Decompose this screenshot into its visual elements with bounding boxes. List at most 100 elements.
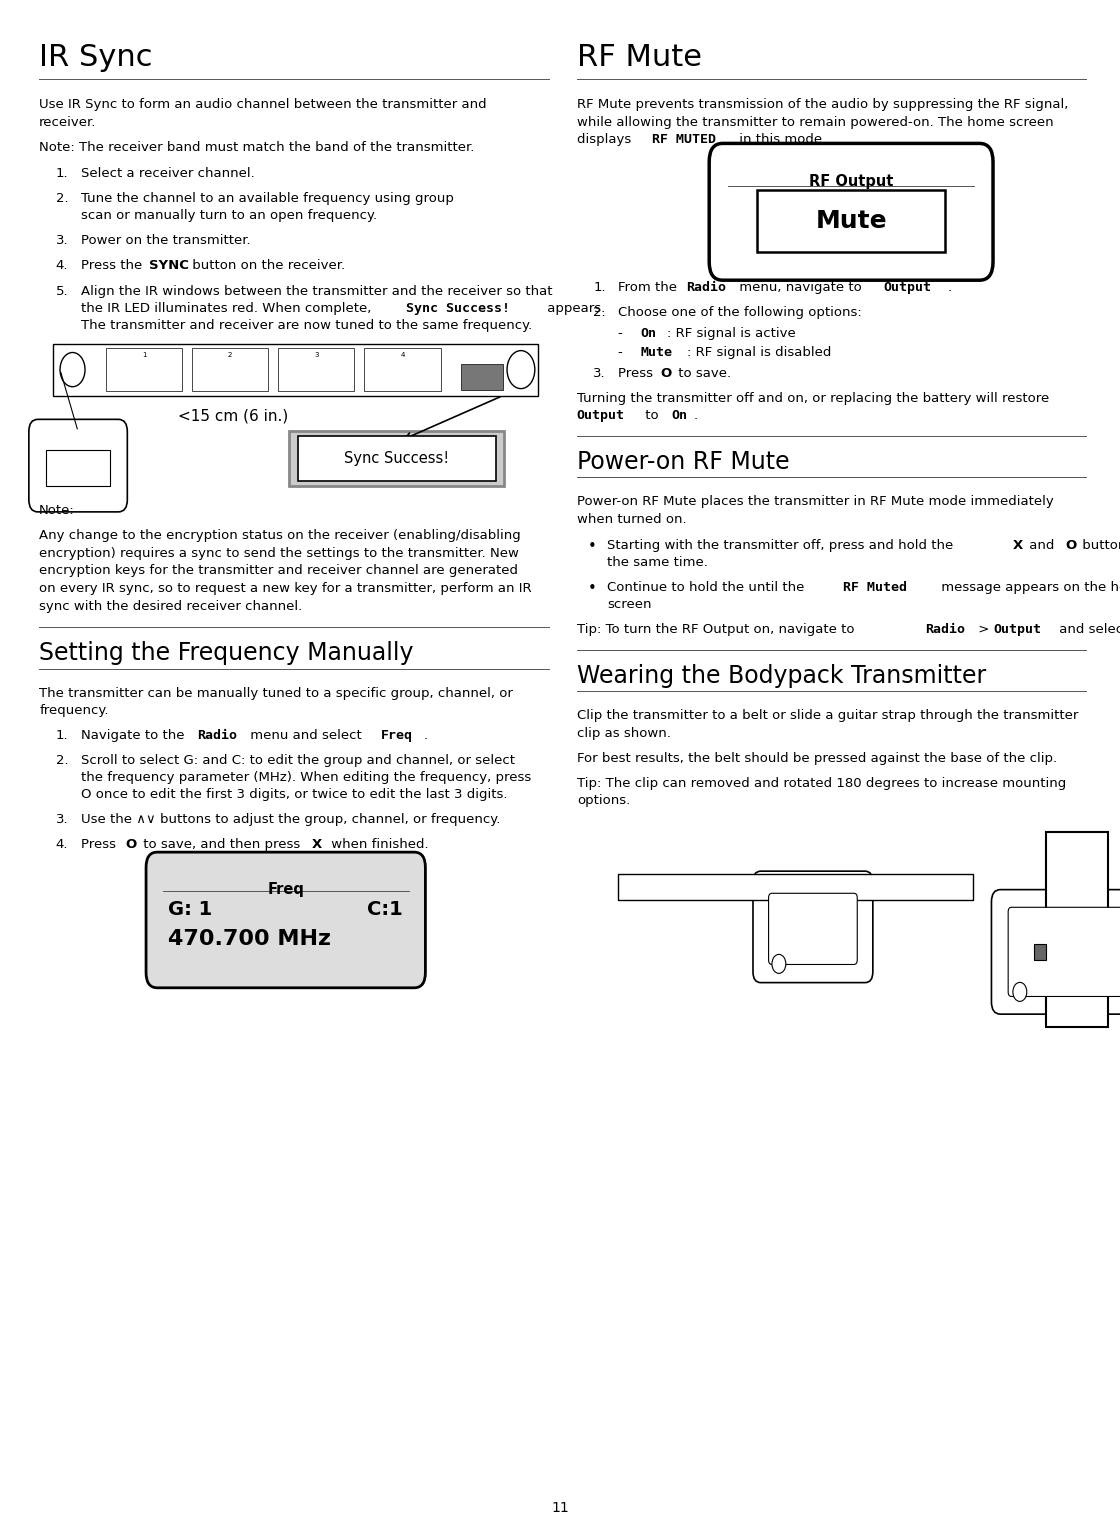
Text: options.: options. <box>577 794 631 806</box>
Bar <box>53 343 538 396</box>
Text: 3.: 3. <box>56 814 68 826</box>
Circle shape <box>60 353 85 386</box>
Text: Tip: The clip can removed and rotated 180 degrees to increase mounting: Tip: The clip can removed and rotated 18… <box>577 777 1066 789</box>
Text: scan or manually turn to an open frequency.: scan or manually turn to an open frequen… <box>81 210 377 222</box>
FancyBboxPatch shape <box>753 871 872 983</box>
Text: RF Mute prevents transmission of the audio by suppressing the RF signal,: RF Mute prevents transmission of the aud… <box>577 98 1068 112</box>
Text: Navigate to the: Navigate to the <box>81 728 188 742</box>
Text: 1.: 1. <box>594 281 606 294</box>
Text: to: to <box>641 409 663 422</box>
Text: : RF signal is disabled: : RF signal is disabled <box>687 346 831 359</box>
Text: the frequency parameter (MHz). When editing the frequency, press: the frequency parameter (MHz). When edit… <box>81 771 531 785</box>
Text: when turned on.: when turned on. <box>577 512 687 526</box>
Text: •: • <box>588 540 597 553</box>
Text: On: On <box>641 328 656 340</box>
Text: Tune the channel to an available frequency using group: Tune the channel to an available frequen… <box>81 192 454 205</box>
Text: <15 cm (6 in.): <15 cm (6 in.) <box>178 408 288 423</box>
Text: 2: 2 <box>228 353 232 357</box>
Text: Press the: Press the <box>81 259 147 273</box>
Bar <box>106 348 183 391</box>
Text: Scroll to select G: and C: to edit the group and channel, or select: Scroll to select G: and C: to edit the g… <box>81 754 515 766</box>
Text: buttons at: buttons at <box>1079 540 1120 552</box>
Text: Use the ∧∨ buttons to adjust the group, channel, or frequency.: Use the ∧∨ buttons to adjust the group, … <box>81 814 501 826</box>
Bar <box>46 449 110 486</box>
FancyBboxPatch shape <box>1008 908 1120 996</box>
Text: Any change to the encryption status on the receiver (enabling/disabling: Any change to the encryption status on t… <box>39 529 521 541</box>
Text: Freq: Freq <box>268 883 305 897</box>
Text: encryption keys for the transmitter and receiver channel are generated: encryption keys for the transmitter and … <box>39 564 519 578</box>
Text: Freq: Freq <box>381 728 413 742</box>
Text: when finished.: when finished. <box>327 839 428 851</box>
Text: 470.700 MHz: 470.700 MHz <box>168 929 332 949</box>
Text: RF Mute: RF Mute <box>577 43 702 72</box>
Text: to save.: to save. <box>674 366 731 380</box>
Text: Clip the transmitter to a belt or slide a guitar strap through the transmitter: Clip the transmitter to a belt or slide … <box>577 710 1079 722</box>
Text: Note: The receiver band must match the band of the transmitter.: Note: The receiver band must match the b… <box>39 141 475 153</box>
Text: Note:: Note: <box>39 504 75 517</box>
Text: and: and <box>1026 540 1060 552</box>
Text: : RF signal is active: : RF signal is active <box>668 328 796 340</box>
Text: Radio: Radio <box>925 624 965 636</box>
Text: Sync Success!: Sync Success! <box>405 302 510 314</box>
FancyBboxPatch shape <box>146 852 426 987</box>
Text: Power on the transmitter.: Power on the transmitter. <box>81 235 251 247</box>
Bar <box>289 431 504 486</box>
Text: For best results, the belt should be pressed against the base of the clip.: For best results, the belt should be pre… <box>577 751 1057 765</box>
Text: Setting the Frequency Manually: Setting the Frequency Manually <box>39 641 413 665</box>
FancyBboxPatch shape <box>709 144 993 281</box>
Text: displays: displays <box>577 133 635 146</box>
Text: X: X <box>311 839 321 851</box>
Text: Radio: Radio <box>687 281 727 294</box>
Bar <box>1046 832 1108 1027</box>
Text: Power-on RF Mute places the transmitter in RF Mute mode immediately: Power-on RF Mute places the transmitter … <box>577 495 1054 509</box>
Bar <box>192 348 269 391</box>
Text: Starting with the transmitter off, press and hold the: Starting with the transmitter off, press… <box>607 540 958 552</box>
Circle shape <box>1012 983 1027 1001</box>
Bar <box>298 435 496 481</box>
FancyBboxPatch shape <box>29 420 128 512</box>
Text: SYNC: SYNC <box>149 259 189 273</box>
Text: Press: Press <box>618 366 657 380</box>
Text: >: > <box>974 624 993 636</box>
Bar <box>618 874 972 900</box>
Text: Turning the transmitter off and on, or replacing the battery will restore: Turning the transmitter off and on, or r… <box>577 392 1049 405</box>
Text: Output: Output <box>884 281 932 294</box>
Text: on every IR sync, so to request a new key for a transmitter, perform an IR: on every IR sync, so to request a new ke… <box>39 583 532 595</box>
Text: Output: Output <box>577 409 625 422</box>
Text: O: O <box>1066 540 1077 552</box>
Text: screen: screen <box>607 598 652 612</box>
Text: IR Sync: IR Sync <box>39 43 152 72</box>
Text: X: X <box>1012 540 1024 552</box>
Text: .: . <box>424 728 428 742</box>
Text: Choose one of the following options:: Choose one of the following options: <box>618 307 862 319</box>
Text: to save, and then press: to save, and then press <box>139 839 305 851</box>
Text: O once to edit the first 3 digits, or twice to edit the last 3 digits.: O once to edit the first 3 digits, or tw… <box>81 788 507 802</box>
Text: Radio: Radio <box>197 728 237 742</box>
Text: Mute: Mute <box>815 208 887 233</box>
Text: G: 1: G: 1 <box>168 900 213 920</box>
Text: Wearing the Bodypack Transmitter: Wearing the Bodypack Transmitter <box>577 664 986 688</box>
Text: Tip: To turn the RF Output on, navigate to: Tip: To turn the RF Output on, navigate … <box>577 624 859 636</box>
Text: 1: 1 <box>142 353 147 357</box>
Text: Sync Success!: Sync Success! <box>344 451 449 466</box>
Text: receiver.: receiver. <box>39 115 96 129</box>
Text: appears.: appears. <box>543 302 606 314</box>
Circle shape <box>507 351 535 389</box>
Text: Use IR Sync to form an audio channel between the transmitter and: Use IR Sync to form an audio channel bet… <box>39 98 487 112</box>
Text: .: . <box>948 281 952 294</box>
Text: encryption) requires a sync to send the settings to the transmitter. New: encryption) requires a sync to send the … <box>39 546 519 560</box>
Text: 2.: 2. <box>56 754 68 766</box>
Text: 3: 3 <box>314 353 318 357</box>
Text: the same time.: the same time. <box>607 556 708 569</box>
Text: 3.: 3. <box>56 235 68 247</box>
Bar <box>461 365 503 391</box>
FancyBboxPatch shape <box>768 894 857 964</box>
Text: 5.: 5. <box>56 285 68 297</box>
Bar <box>364 348 440 391</box>
Text: 4: 4 <box>400 353 404 357</box>
Text: Power-on RF Mute: Power-on RF Mute <box>577 449 790 474</box>
FancyBboxPatch shape <box>991 889 1120 1015</box>
Text: Select a receiver channel.: Select a receiver channel. <box>81 167 254 179</box>
Text: 2.: 2. <box>594 307 606 319</box>
Text: .: . <box>693 409 698 422</box>
